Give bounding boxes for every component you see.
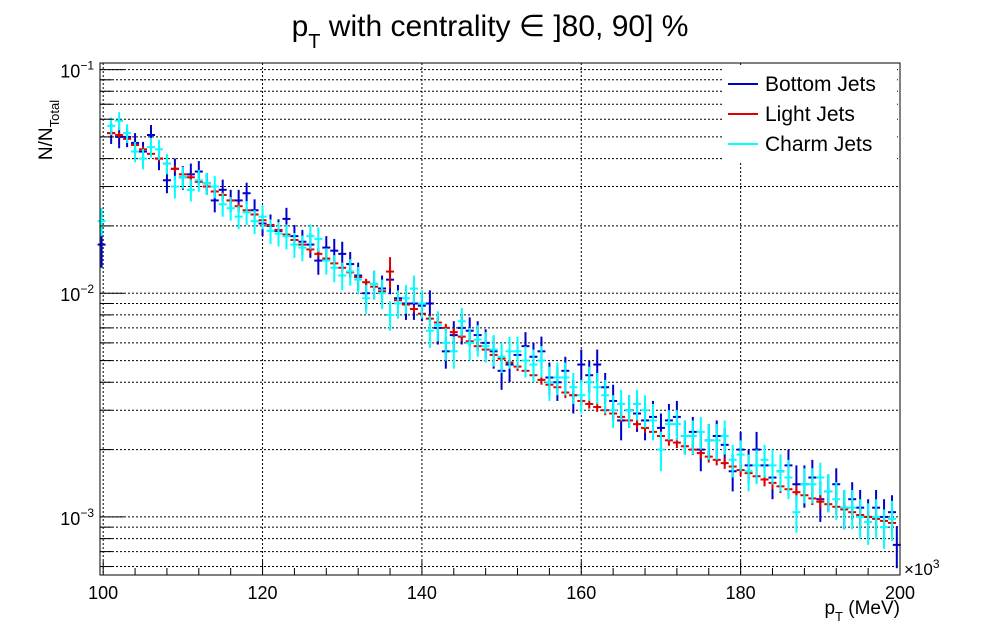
y-tick-label-exp: −1 [80,59,94,73]
y-tick-label-base: 10 [60,285,80,305]
y-axis-label: N/NTotal [36,100,62,160]
x-axis-multiplier-exp: 3 [933,557,940,571]
chart-title: pT with centrality ∈ ]80, 90] % [292,10,689,53]
series-charm-jets [97,112,897,549]
data-layer [97,112,901,569]
x-tick-label: 140 [407,583,437,603]
x-tick-label: 180 [726,583,756,603]
chart-title-rest: with centrality ∈ ]80, 90] % [320,10,688,43]
x-tick-label: 120 [248,583,278,603]
legend-label-charm-jets: Charm Jets [765,133,872,156]
y-axis-label-sub: Total [47,100,62,128]
y-tick-label: 10−3 [60,506,94,529]
x-axis-label-rest: (MeV) [843,598,900,619]
y-tick-label: 10−1 [60,59,94,82]
chart-title-main: p [292,10,309,43]
y-tick-label: 10−2 [60,282,94,305]
x-axis-label: pT (MeV) [824,598,900,624]
x-tick-label: 100 [88,583,118,603]
x-axis-label-main: p [824,598,835,619]
chart-title-sub: T [308,31,320,53]
x-axis-label-sub: T [835,609,843,624]
legend: Bottom Jets Light Jets Charm Jets [722,67,897,162]
x-tick-label: 160 [566,583,596,603]
y-tick-label-base: 10 [60,62,80,82]
y-tick-label-base: 10 [60,509,80,529]
x-tick-label: 200 [885,583,915,603]
y-tick-label-exp: −3 [80,506,94,520]
legend-label-bottom-jets: Bottom Jets [765,73,876,96]
x-axis-multiplier: ×103 [904,557,940,579]
plot-frame [99,62,901,576]
y-tick-label-exp: −2 [80,282,94,296]
legend-label-light-jets: Light Jets [765,103,855,126]
y-axis-label-main: N/N [36,127,57,160]
x-axis-multiplier-base: ×10 [904,560,933,579]
